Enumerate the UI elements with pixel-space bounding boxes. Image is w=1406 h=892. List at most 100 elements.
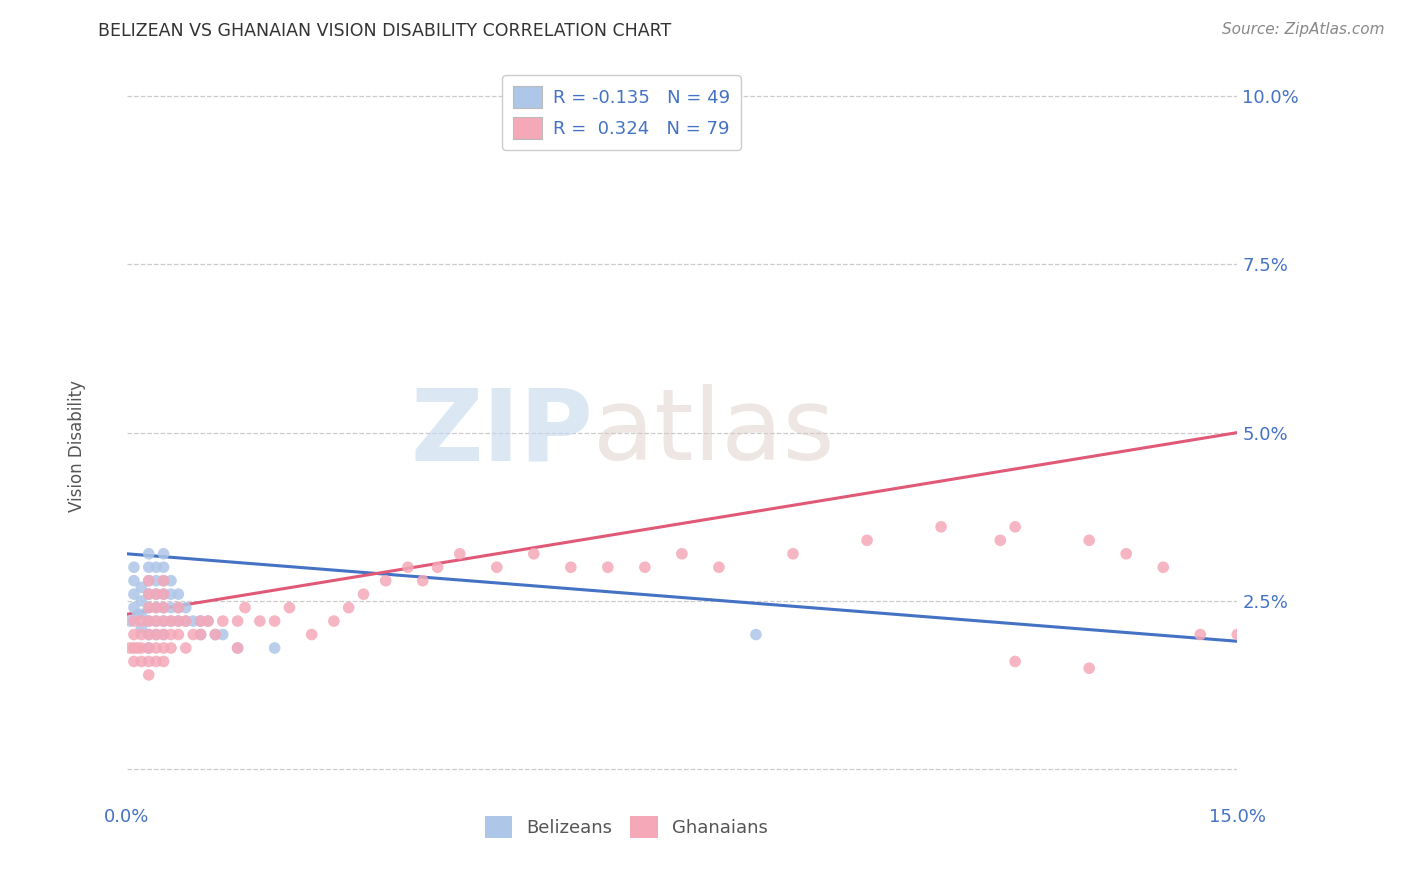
Point (122, 627, 145, 641)
Point (449, 547, 471, 561)
Point (152, 627, 174, 641)
Point (204, 627, 226, 641)
Point (353, 587, 375, 601)
Point (174, 614, 197, 628)
Point (190, 614, 212, 628)
Point (1078, 533, 1101, 548)
Point (152, 587, 174, 601)
Point (374, 574, 396, 588)
Point (122, 640, 145, 655)
Point (152, 574, 174, 588)
Point (856, 533, 879, 548)
Point (131, 594, 153, 608)
Point (167, 614, 190, 628)
Point (929, 520, 952, 534)
Point (167, 587, 190, 601)
Point (263, 614, 285, 628)
Point (120, 640, 142, 655)
Point (634, 560, 657, 574)
Point (152, 600, 174, 615)
Point (226, 640, 249, 655)
Point (226, 614, 249, 628)
Point (122, 587, 145, 601)
Point (197, 614, 219, 628)
Legend: Belizeans, Ghanaians: Belizeans, Ghanaians (478, 809, 775, 846)
Point (322, 614, 344, 628)
Point (145, 614, 167, 628)
Point (138, 560, 160, 574)
Point (131, 621, 153, 635)
Point (167, 614, 190, 628)
Point (152, 600, 174, 615)
Point (138, 587, 160, 601)
Point (145, 655, 167, 669)
Point (138, 600, 160, 615)
Point (174, 600, 197, 615)
Point (707, 560, 730, 574)
Point (249, 614, 271, 628)
Point (131, 640, 153, 655)
Point (337, 600, 360, 615)
Point (190, 614, 212, 628)
Point (1152, 560, 1174, 574)
Point (167, 627, 190, 641)
Point (211, 627, 233, 641)
Point (145, 587, 167, 601)
Point (745, 627, 768, 641)
Point (145, 614, 167, 628)
Point (127, 640, 149, 655)
Point (145, 560, 167, 574)
Point (122, 600, 145, 615)
Point (131, 655, 153, 669)
Point (127, 607, 149, 622)
Point (152, 560, 174, 574)
Point (174, 640, 197, 655)
Point (204, 627, 226, 641)
Point (226, 640, 249, 655)
Point (122, 560, 145, 574)
Point (131, 581, 153, 595)
Point (145, 574, 167, 588)
Point (138, 640, 160, 655)
Point (145, 587, 167, 601)
Point (278, 600, 301, 615)
Point (122, 614, 145, 628)
Point (120, 614, 142, 628)
Point (160, 600, 183, 615)
Point (138, 547, 160, 561)
Point (167, 600, 190, 615)
Point (485, 560, 508, 574)
Point (145, 627, 167, 641)
Point (560, 560, 582, 574)
Point (131, 614, 153, 628)
Point (190, 627, 212, 641)
Text: BELIZEAN VS GHANAIAN VISION DISABILITY CORRELATION CHART: BELIZEAN VS GHANAIAN VISION DISABILITY C… (98, 22, 672, 40)
Text: Source: ZipAtlas.com: Source: ZipAtlas.com (1222, 22, 1385, 37)
Point (671, 547, 693, 561)
Point (152, 614, 174, 628)
Point (412, 574, 434, 588)
Point (988, 533, 1011, 548)
Point (152, 627, 174, 641)
Point (1004, 520, 1026, 534)
Point (301, 627, 323, 641)
Point (1004, 655, 1026, 669)
Text: atlas: atlas (593, 384, 835, 481)
Point (1189, 627, 1212, 641)
Point (138, 627, 160, 641)
Point (138, 587, 160, 601)
Point (174, 614, 197, 628)
Point (152, 640, 174, 655)
Point (138, 627, 160, 641)
Point (131, 627, 153, 641)
Point (596, 560, 619, 574)
Point (1226, 627, 1249, 641)
Point (160, 627, 183, 641)
Point (138, 668, 160, 682)
Point (138, 600, 160, 615)
Point (1078, 661, 1101, 675)
Point (152, 547, 174, 561)
Point (160, 587, 183, 601)
Point (160, 574, 183, 588)
Point (426, 560, 449, 574)
